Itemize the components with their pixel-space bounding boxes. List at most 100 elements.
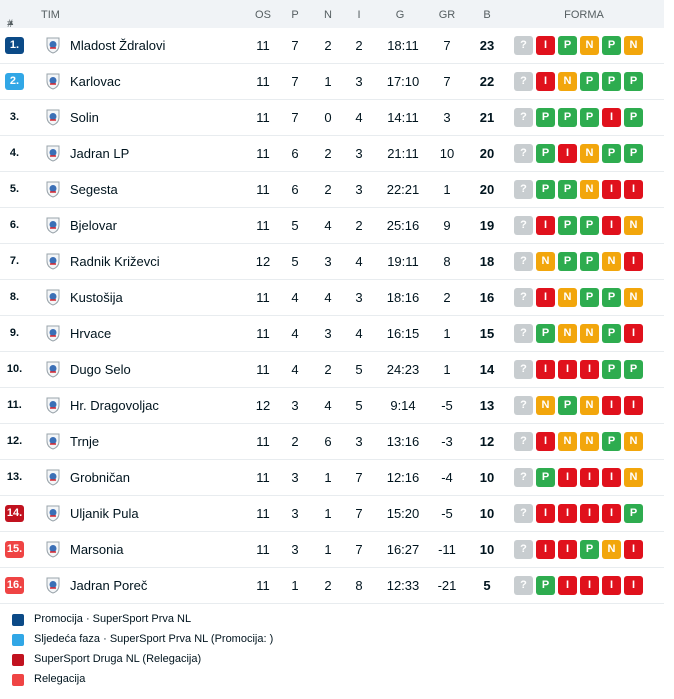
form-draw-badge[interactable]: N [558, 288, 577, 307]
form-next-match-badge[interactable]: ? [514, 360, 533, 379]
form-loss-badge[interactable]: I [558, 504, 577, 523]
team-name-link[interactable]: Solin [70, 110, 99, 125]
form-win-badge[interactable]: P [580, 252, 599, 271]
form-win-badge[interactable]: P [602, 288, 621, 307]
form-win-badge[interactable]: P [602, 72, 621, 91]
form-next-match-badge[interactable]: ? [514, 504, 533, 523]
table-row[interactable]: 12. Trnje 11 2 6 3 13:16 -3 12? I N N P N [0, 424, 664, 460]
form-draw-badge[interactable]: N [580, 396, 599, 415]
form-win-badge[interactable]: P [558, 396, 577, 415]
form-draw-badge[interactable]: N [624, 216, 643, 235]
goals-header[interactable]: G [395, 9, 405, 21]
form-loss-badge[interactable]: I [602, 504, 621, 523]
team-name-link[interactable]: Jadran Poreč [70, 578, 148, 593]
form-loss-badge[interactable]: I [536, 360, 555, 379]
form-loss-badge[interactable]: I [624, 540, 643, 559]
form-loss-badge[interactable]: I [624, 576, 643, 595]
form-next-match-badge[interactable]: ? [514, 36, 533, 55]
form-win-badge[interactable]: P [558, 252, 577, 271]
lost-header[interactable]: I [357, 9, 361, 21]
form-loss-badge[interactable]: I [602, 576, 621, 595]
table-row[interactable]: 13. Grobničan 11 3 1 7 12:16 -4 10? P I I I N [0, 460, 664, 496]
team-name-link[interactable]: Karlovac [70, 74, 121, 89]
form-next-match-badge[interactable]: ? [514, 576, 533, 595]
goal-diff-header[interactable]: GR [438, 9, 456, 21]
table-row[interactable]: 15. Marsonia 11 3 1 7 16:27 -11 10? I I P N I [0, 532, 664, 568]
table-row[interactable]: 16. Jadran Poreč 11 1 2 8 12:33 -21 5? P I I I I [0, 568, 664, 604]
form-loss-badge[interactable]: I [602, 468, 621, 487]
form-draw-badge[interactable]: N [580, 36, 599, 55]
team-name-link[interactable]: Radnik Križevci [70, 254, 160, 269]
form-loss-badge[interactable]: I [624, 396, 643, 415]
form-win-badge[interactable]: P [624, 72, 643, 91]
team-name-link[interactable]: Trnje [70, 434, 100, 449]
form-loss-badge[interactable]: I [558, 360, 577, 379]
team-name-link[interactable]: Dugo Selo [70, 362, 131, 377]
table-row[interactable]: 3. Solin 11 7 0 4 14:11 3 21? P P P I P [0, 100, 664, 136]
team-name-link[interactable]: Hrvace [70, 326, 112, 341]
form-loss-badge[interactable]: I [602, 108, 621, 127]
form-win-badge[interactable]: P [602, 36, 621, 55]
form-win-badge[interactable]: P [580, 216, 599, 235]
form-win-badge[interactable]: P [536, 324, 555, 343]
table-row[interactable]: 5. Segesta 11 6 2 3 22:21 1 20? P P N I I [0, 172, 664, 208]
form-next-match-badge[interactable]: ? [514, 288, 533, 307]
form-loss-badge[interactable]: I [624, 324, 643, 343]
form-draw-badge[interactable]: N [580, 324, 599, 343]
form-next-match-badge[interactable]: ? [514, 216, 533, 235]
form-draw-badge[interactable]: N [602, 540, 621, 559]
form-draw-badge[interactable]: N [536, 396, 555, 415]
table-row[interactable]: 1. Mladost Ždralovi 11 7 2 2 18:11 7 23? I P N P N [0, 28, 664, 64]
won-header[interactable]: P [291, 9, 299, 21]
form-win-badge[interactable]: P [580, 72, 599, 91]
team-name-link[interactable]: Uljanik Pula [70, 506, 139, 521]
table-row[interactable]: 8. Kustošija 11 4 4 3 18:16 2 16? I N P P N [0, 280, 664, 316]
form-loss-badge[interactable]: I [536, 504, 555, 523]
form-win-badge[interactable]: P [558, 216, 577, 235]
table-row[interactable]: 2. Karlovac 11 7 1 3 17:10 7 22? I N P P P [0, 64, 664, 100]
form-draw-badge[interactable]: N [558, 72, 577, 91]
form-win-badge[interactable]: P [536, 576, 555, 595]
form-loss-badge[interactable]: I [536, 36, 555, 55]
form-next-match-badge[interactable]: ? [514, 72, 533, 91]
form-loss-badge[interactable]: I [602, 216, 621, 235]
points-header[interactable]: B [483, 9, 491, 21]
form-loss-badge[interactable]: I [580, 504, 599, 523]
form-win-badge[interactable]: P [536, 108, 555, 127]
form-loss-badge[interactable]: I [536, 216, 555, 235]
team-name-link[interactable]: Marsonia [70, 542, 124, 557]
form-loss-badge[interactable]: I [558, 576, 577, 595]
table-row[interactable]: 7. Radnik Križevci 12 5 3 4 19:11 8 18? N P P N I [0, 244, 664, 280]
form-draw-badge[interactable]: N [624, 432, 643, 451]
form-next-match-badge[interactable]: ? [514, 180, 533, 199]
team-name-link[interactable]: Hr. Dragovoljac [70, 398, 159, 413]
form-loss-badge[interactable]: I [558, 468, 577, 487]
form-loss-badge[interactable]: I [580, 468, 599, 487]
form-next-match-badge[interactable]: ? [514, 396, 533, 415]
form-loss-badge[interactable]: I [624, 252, 643, 271]
table-row[interactable]: 11. Hr. Dragovoljac 12 3 4 5 9:14 -5 13? N P N I I [0, 388, 664, 424]
form-win-badge[interactable]: P [602, 144, 621, 163]
form-win-badge[interactable]: P [558, 108, 577, 127]
form-draw-badge[interactable]: N [580, 432, 599, 451]
form-loss-badge[interactable]: I [536, 540, 555, 559]
team-name-link[interactable]: Bjelovar [70, 218, 117, 233]
form-win-badge[interactable]: P [624, 360, 643, 379]
form-win-badge[interactable]: P [536, 180, 555, 199]
form-loss-badge[interactable]: I [536, 288, 555, 307]
form-loss-badge[interactable]: I [580, 360, 599, 379]
form-win-badge[interactable]: P [602, 360, 621, 379]
form-draw-badge[interactable]: N [580, 180, 599, 199]
form-draw-badge[interactable]: N [580, 144, 599, 163]
team-name-link[interactable]: Mladost Ždralovi [70, 38, 166, 53]
form-win-badge[interactable]: P [558, 36, 577, 55]
form-next-match-badge[interactable]: ? [514, 252, 533, 271]
table-row[interactable]: 6. Bjelovar 11 5 4 2 25:16 9 19? I P P I N [0, 208, 664, 244]
form-win-badge[interactable]: P [602, 432, 621, 451]
table-row[interactable]: 14. Uljanik Pula 11 3 1 7 15:20 -5 10? I I I I P [0, 496, 664, 532]
table-row[interactable]: 9. Hrvace 11 4 3 4 16:15 1 15? P N N P I [0, 316, 664, 352]
draw-header[interactable]: N [324, 9, 332, 21]
form-loss-badge[interactable]: I [536, 432, 555, 451]
form-loss-badge[interactable]: I [602, 396, 621, 415]
table-row[interactable]: 10. Dugo Selo 11 4 2 5 24:23 1 14? I I I P P [0, 352, 664, 388]
